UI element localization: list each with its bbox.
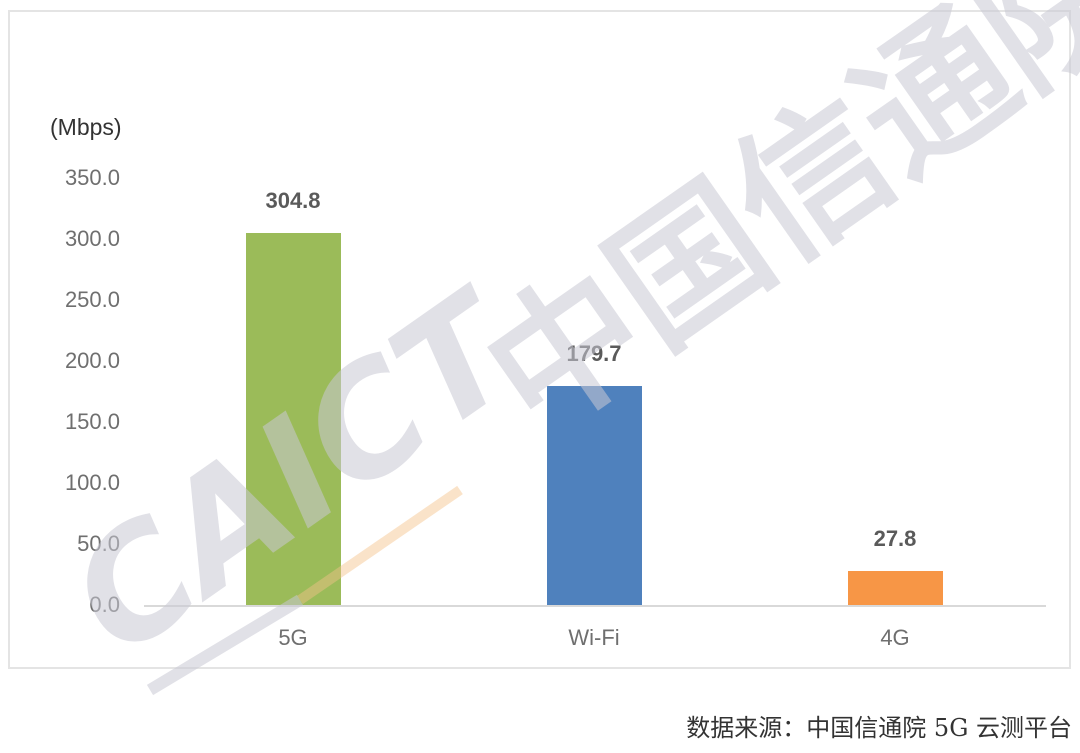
- bar-wi-fi: [547, 385, 642, 605]
- y-axis-unit-label: (Mbps): [50, 114, 122, 140]
- y-tick-label: 0.0: [89, 592, 120, 617]
- y-tick-label: 200.0: [64, 348, 120, 373]
- chart-frame: [8, 10, 1071, 669]
- bar-5g: [246, 233, 341, 605]
- y-tick-label: 150.0: [64, 409, 120, 434]
- y-tick-label: 350.0: [64, 165, 120, 190]
- bar-value-label: 179.7: [566, 340, 622, 366]
- y-tick-label: 250.0: [64, 287, 120, 312]
- y-tick-label: 100.0: [64, 470, 120, 495]
- x-axis-baseline: [144, 605, 1046, 607]
- bar-value-label: 304.8: [265, 188, 321, 214]
- y-tick-label: 50.0: [77, 531, 120, 556]
- x-category-label: 4G: [880, 625, 910, 650]
- bar-4g: [848, 571, 943, 605]
- x-category-label: Wi-Fi: [568, 625, 620, 650]
- x-category-label: 5G: [278, 625, 308, 650]
- bar-value-label: 27.8: [873, 526, 917, 552]
- data-source-note: 数据来源：中国信通院 5G 云测平台: [686, 714, 1072, 742]
- y-tick-label: 300.0: [64, 226, 120, 251]
